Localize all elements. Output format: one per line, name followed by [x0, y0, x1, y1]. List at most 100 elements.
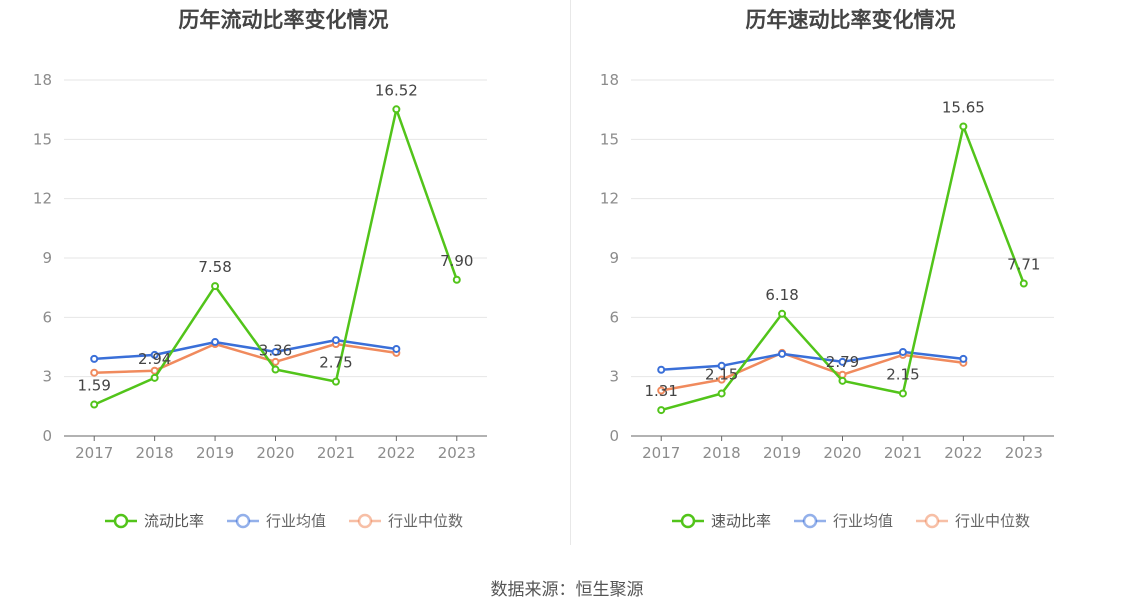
x-tick-label: 2022 — [377, 444, 415, 460]
data-label: 2.15 — [705, 365, 738, 383]
x-tick-label: 2022 — [944, 444, 982, 460]
data-label: 3.36 — [259, 342, 292, 360]
legend-marker — [924, 513, 940, 528]
data-point — [150, 366, 159, 375]
data-point — [331, 377, 340, 386]
chart-title: 历年速动比率变化情况 — [745, 8, 956, 32]
data-point — [271, 357, 280, 366]
x-tick-label: 2020 — [823, 444, 861, 460]
x-tick-label: 2018 — [703, 444, 741, 460]
data-point — [959, 122, 968, 131]
y-tick-label: 12 — [600, 190, 619, 208]
legend-item[interactable]: 行业均值 — [793, 510, 893, 531]
x-tick-label: 2023 — [1005, 444, 1043, 460]
data-point — [898, 347, 907, 356]
data-point — [898, 389, 907, 398]
legend-item[interactable]: 流动比率 — [104, 510, 204, 531]
data-label: 2.94 — [138, 350, 171, 368]
legend-swatch-icon — [349, 513, 381, 528]
series-line — [94, 342, 397, 374]
data-point — [271, 365, 280, 374]
data-point — [90, 354, 99, 363]
data-point — [211, 282, 220, 291]
data-point — [778, 309, 787, 318]
legend: 流动比率 行业均值 行业中位数 — [0, 510, 567, 531]
y-tick-label: 18 — [600, 71, 619, 89]
data-point — [959, 354, 968, 363]
data-point — [392, 105, 401, 114]
legend-label: 流动比率 — [143, 512, 204, 530]
y-tick-label: 6 — [609, 308, 619, 326]
data-label: 7.58 — [198, 258, 231, 276]
data-point — [657, 386, 666, 395]
y-tick-label: 18 — [33, 71, 52, 89]
data-label: 2.75 — [319, 354, 352, 372]
legend-swatch-icon — [793, 513, 826, 528]
data-point — [211, 338, 220, 347]
data-point — [717, 361, 726, 370]
data-label: 2.15 — [886, 365, 919, 383]
legend-item[interactable]: 行业中位数 — [348, 510, 463, 531]
x-tick-label: 2018 — [136, 444, 174, 460]
legend-item[interactable]: 行业均值 — [226, 510, 326, 531]
x-tick-label: 2019 — [196, 444, 234, 460]
data-label: 7.71 — [1007, 256, 1040, 274]
data-point — [778, 349, 787, 358]
y-tick-label: 3 — [609, 368, 619, 386]
legend-marker — [235, 513, 251, 528]
data-point — [838, 376, 847, 385]
y-tick-label: 0 — [609, 427, 619, 445]
data-label: 2.79 — [826, 353, 859, 371]
data-point — [1019, 279, 1028, 288]
data-label: 1.59 — [78, 377, 111, 395]
legend-label: 行业中位数 — [955, 512, 1031, 530]
x-tick-label: 2021 — [317, 444, 355, 460]
x-tick-label: 2020 — [256, 444, 294, 460]
legend-swatch-icon — [671, 513, 704, 528]
y-tick-label: 6 — [42, 308, 52, 326]
legend-item[interactable]: 速动比率 — [671, 510, 771, 531]
data-label: 6.18 — [765, 286, 798, 304]
panel-divider — [570, 0, 571, 545]
data-point — [717, 389, 726, 398]
legend-label: 行业中位数 — [388, 512, 464, 530]
data-point — [838, 357, 847, 366]
quick-ratio-chart-panel: 历年速动比率变化情况 0 3 6 9 12 15 18 2017 2018 2019 2020 202… — [567, 0, 1134, 545]
data-point — [452, 275, 461, 284]
x-tick-label: 2021 — [884, 444, 922, 460]
y-tick-label: 3 — [42, 368, 52, 386]
data-point — [150, 350, 159, 359]
legend-swatch-icon — [916, 513, 948, 528]
series-line — [660, 351, 964, 392]
data-point — [331, 336, 340, 345]
legend: 速动比率 行业均值 行业中位数 — [567, 510, 1134, 531]
data-point — [717, 375, 726, 384]
legend-label: 速动比率 — [710, 512, 771, 530]
data-source-footer: 数据来源：恒生聚源 — [490, 580, 644, 600]
x-tick-label: 2019 — [763, 444, 801, 460]
chart-title: 历年流动比率变化情况 — [178, 8, 389, 32]
y-tick-label: 9 — [609, 249, 619, 267]
y-tick-label: 15 — [33, 130, 52, 148]
data-label: 7.90 — [440, 252, 473, 270]
data-point — [271, 347, 280, 356]
data-label: 15.65 — [942, 98, 985, 116]
x-tick-label: 2017 — [75, 444, 113, 460]
y-tick-label: 0 — [42, 427, 52, 445]
legend-marker — [357, 513, 373, 528]
data-point — [90, 400, 99, 409]
x-tick-label: 2017 — [642, 444, 680, 460]
y-tick-label: 12 — [33, 190, 52, 208]
y-tick-label: 9 — [42, 249, 52, 267]
data-point — [90, 368, 99, 377]
legend-swatch-icon — [226, 513, 259, 528]
data-point — [657, 365, 666, 374]
legend-item[interactable]: 行业中位数 — [915, 510, 1030, 531]
legend-label: 行业均值 — [832, 512, 893, 530]
data-point — [392, 344, 401, 353]
legend-label: 行业均值 — [265, 512, 326, 530]
current-ratio-plot: 0 3 6 9 12 15 18 2017 2018 2019 2020 2021 2022 2023 1.… — [33, 71, 487, 460]
data-point — [150, 373, 159, 382]
quick-ratio-plot: 0 3 6 9 12 15 18 2017 2018 2019 2020 2021 2022 2023 1.… — [600, 71, 1054, 460]
data-label: 1.31 — [645, 382, 678, 400]
